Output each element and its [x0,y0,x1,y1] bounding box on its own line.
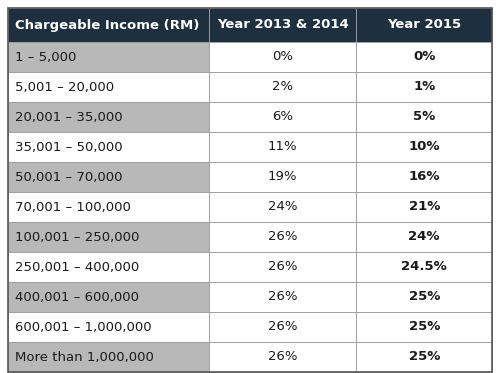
Bar [356,312,492,342]
Bar [209,222,356,252]
Bar [356,132,492,162]
Text: 25%: 25% [408,351,440,364]
Text: 5,001 – 20,000: 5,001 – 20,000 [15,81,114,94]
Text: 21%: 21% [408,201,440,213]
Text: 10%: 10% [408,141,440,154]
Bar [8,102,209,132]
Text: 26%: 26% [268,231,298,244]
Text: 100,001 – 250,000: 100,001 – 250,000 [15,231,140,244]
Bar [209,282,356,312]
Text: 250,001 – 400,000: 250,001 – 400,000 [15,260,139,273]
Text: 1%: 1% [413,81,436,94]
Bar [356,222,492,252]
Text: Chargeable Income (RM): Chargeable Income (RM) [15,19,200,31]
Text: 1 – 5,000: 1 – 5,000 [15,50,76,63]
Text: 24%: 24% [268,201,298,213]
Bar [8,132,209,162]
Bar [209,8,356,42]
Text: 25%: 25% [408,291,440,304]
Bar [8,342,209,372]
Bar [8,192,209,222]
Text: 2%: 2% [272,81,293,94]
Bar [8,162,209,192]
Bar [8,252,209,282]
Bar [209,132,356,162]
Bar [356,282,492,312]
Bar [209,72,356,102]
Text: 600,001 – 1,000,000: 600,001 – 1,000,000 [15,320,152,333]
Text: More than 1,000,000: More than 1,000,000 [15,351,154,364]
Bar [8,282,209,312]
Text: 26%: 26% [268,291,298,304]
Text: 26%: 26% [268,320,298,333]
Text: 19%: 19% [268,170,298,184]
Text: 400,001 – 600,000: 400,001 – 600,000 [15,291,139,304]
Bar [209,342,356,372]
Text: 6%: 6% [272,110,293,123]
Text: Year 2015: Year 2015 [387,19,462,31]
Bar [209,102,356,132]
Text: 26%: 26% [268,351,298,364]
Bar [209,42,356,72]
Bar [8,42,209,72]
Bar [8,72,209,102]
Bar [356,102,492,132]
Text: 35,001 – 50,000: 35,001 – 50,000 [15,141,122,154]
Text: 24%: 24% [408,231,440,244]
Text: 50,001 – 70,000: 50,001 – 70,000 [15,170,122,184]
Bar [356,342,492,372]
Text: 26%: 26% [268,260,298,273]
Bar [209,192,356,222]
Bar [209,252,356,282]
Bar [8,8,209,42]
Bar [8,312,209,342]
Text: 70,001 – 100,000: 70,001 – 100,000 [15,201,131,213]
Text: 20,001 – 35,000: 20,001 – 35,000 [15,110,122,123]
Text: 0%: 0% [413,50,436,63]
Text: 16%: 16% [408,170,440,184]
Text: 11%: 11% [268,141,298,154]
Text: 5%: 5% [413,110,436,123]
Bar [356,252,492,282]
Bar [356,72,492,102]
Bar [8,222,209,252]
Bar [209,162,356,192]
Text: 24.5%: 24.5% [402,260,447,273]
Text: 0%: 0% [272,50,293,63]
Bar [356,8,492,42]
Bar [356,192,492,222]
Text: 25%: 25% [408,320,440,333]
Bar [356,162,492,192]
Text: Year 2013 & 2014: Year 2013 & 2014 [217,19,348,31]
Bar [209,312,356,342]
Bar [356,42,492,72]
